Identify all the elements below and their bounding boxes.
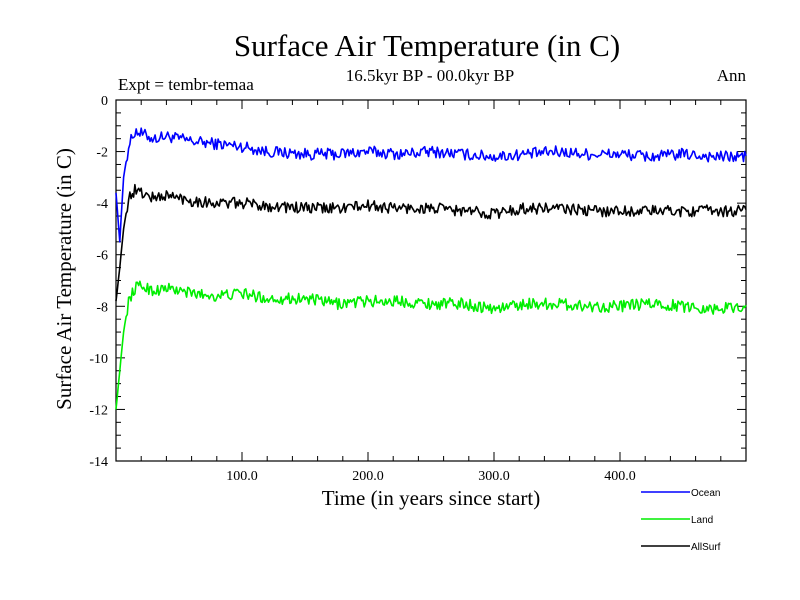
y-tick-label: -8 xyxy=(96,300,108,315)
y-tick-label: -2 xyxy=(96,146,108,161)
x-tick-label: 100.0 xyxy=(226,469,258,484)
y-tick-label: 0 xyxy=(101,94,108,109)
experiment-label: Expt = tembr-temaa xyxy=(118,75,254,94)
series-layer xyxy=(115,127,747,410)
x-axis: 100.0 200.0 300.0 400.0 xyxy=(115,100,747,484)
season-label: Ann xyxy=(717,66,747,85)
x-tick-label: 400.0 xyxy=(604,469,636,484)
series-allsurf xyxy=(115,183,747,302)
y-tick-label: -12 xyxy=(89,403,108,418)
plot-frame xyxy=(115,99,747,462)
x-tick-label: 300.0 xyxy=(478,469,510,484)
y-tick-label: -10 xyxy=(89,352,108,367)
x-tick-label: 200.0 xyxy=(352,469,384,484)
series-land xyxy=(115,280,747,410)
y-axis-label: Surface Air Temperature (in C) xyxy=(52,148,76,410)
chart-subtitle: 16.5kyr BP - 00.0kyr BP xyxy=(346,66,514,85)
legend-label-land: Land xyxy=(691,515,713,526)
y-tick-label: -14 xyxy=(89,455,108,470)
legend: Ocean Land AllSurf xyxy=(641,488,721,553)
chart-title: Surface Air Temperature (in C) xyxy=(234,28,620,63)
y-tick-label: -6 xyxy=(96,249,108,264)
series-ocean xyxy=(115,127,747,243)
x-axis-label: Time (in years since start) xyxy=(322,486,541,510)
legend-label-ocean: Ocean xyxy=(691,488,720,499)
legend-label-allsurf: AllSurf xyxy=(691,542,721,553)
y-axis: 0 -2 -4 -6 -8 -10 -12 -14 xyxy=(89,94,746,470)
y-tick-label: -4 xyxy=(96,197,108,212)
